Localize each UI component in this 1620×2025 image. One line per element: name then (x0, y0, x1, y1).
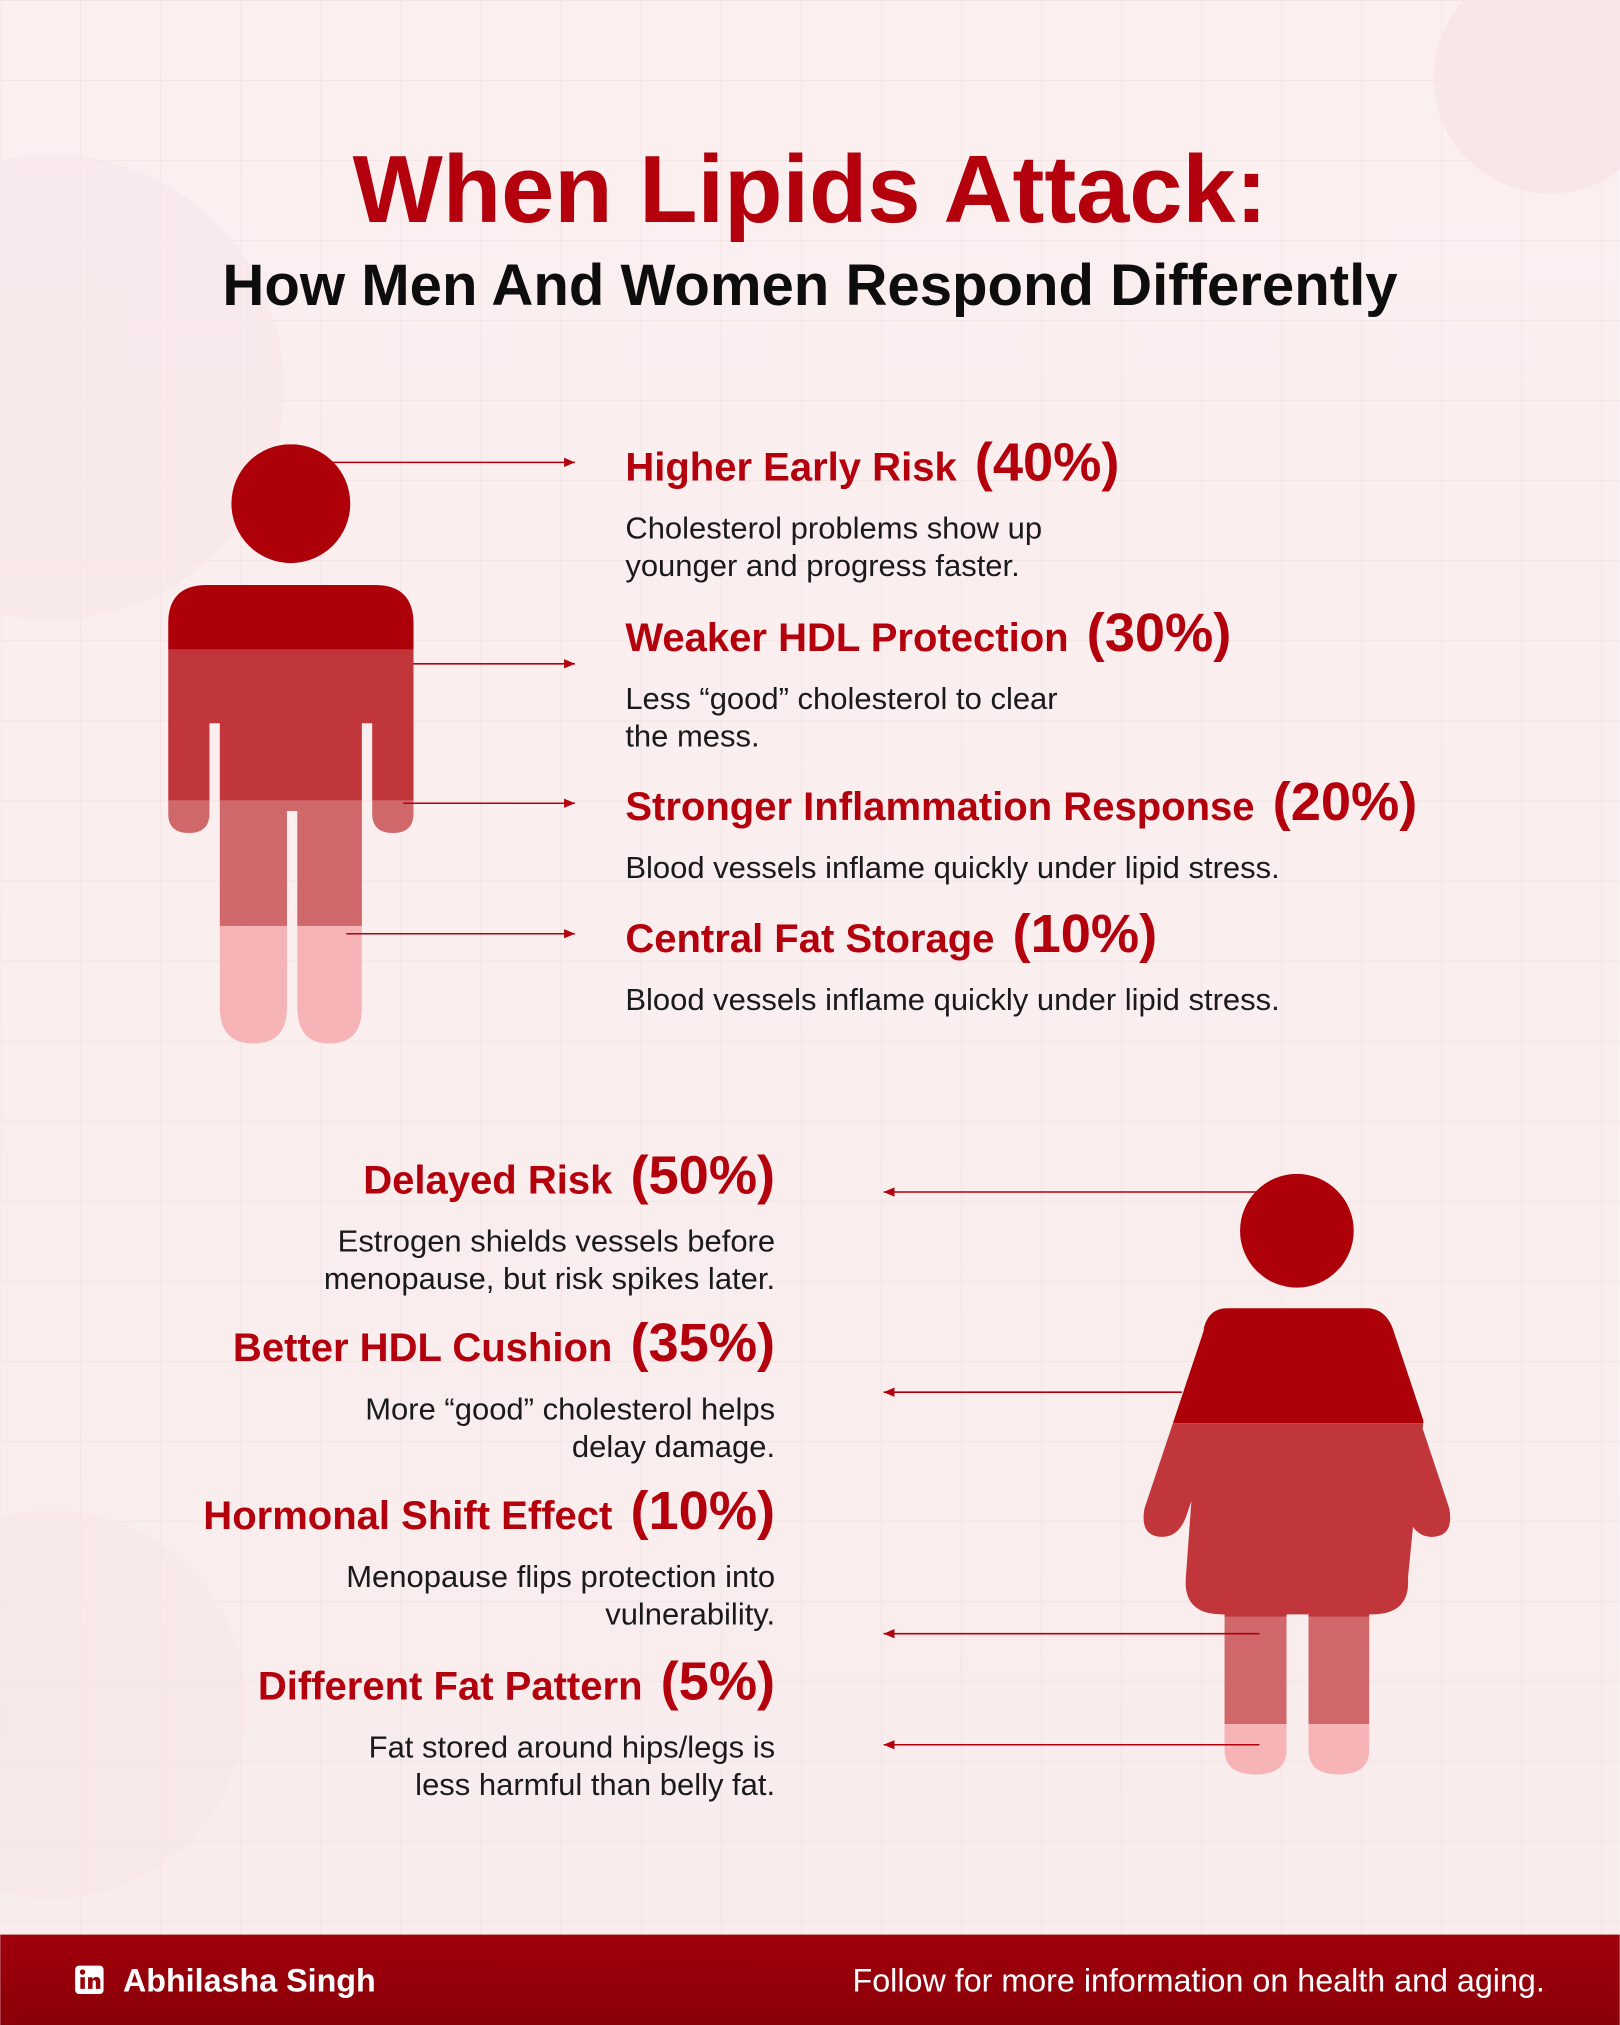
item-heading: Stronger Inflammation Response (20%) (625, 772, 1417, 832)
item-description: More “good” cholesterol helps (365, 1391, 775, 1426)
item-percent: (40%) (975, 432, 1120, 492)
linkedin-icon (75, 1965, 104, 1995)
item-heading: Hormonal Shift Effect (10%) (203, 1481, 775, 1541)
item-description: Estrogen shields vessels before (338, 1223, 775, 1258)
items: Higher Early Risk (40%) Cholesterol proble… (203, 432, 1417, 1802)
item-description: Menopause flips protection into (346, 1559, 775, 1594)
item-label: Weaker HDL Protection (625, 616, 1068, 660)
item-label: Hormonal Shift Effect (203, 1494, 612, 1538)
item-heading: Delayed Risk (50%) (363, 1145, 775, 1205)
item-percent: (10%) (630, 1481, 775, 1541)
item-percent: (10%) (1013, 904, 1158, 964)
item-percent: (50%) (630, 1145, 775, 1205)
item-label: Central Fat Storage (625, 917, 994, 961)
item-heading: Weaker HDL Protection (30%) (625, 603, 1231, 663)
item-description: Less “good” cholesterol to clear (625, 681, 1057, 716)
item-label: Better HDL Cushion (233, 1326, 612, 1370)
item-percent: (5%) (661, 1652, 776, 1712)
item-description: Cholesterol problems show up (625, 511, 1042, 546)
footer-bar (0, 1934, 1620, 2025)
item-description: less harmful than belly fat. (415, 1767, 775, 1802)
decor-circle (0, 155, 285, 620)
subtitle: How Men And Women Respond Differently (222, 253, 1397, 318)
decor-circle (1433, 0, 1620, 194)
item-heading: Central Fat Storage (10%) (625, 904, 1157, 964)
item-percent: (35%) (630, 1313, 775, 1373)
item-description: menopause, but risk spikes later. (324, 1261, 775, 1296)
item-label: Higher Early Risk (625, 445, 957, 489)
item-label: Different Fat Pattern (258, 1665, 643, 1709)
decor-circle (0, 1511, 246, 1899)
item-heading: Better HDL Cushion (35%) (233, 1313, 775, 1373)
item-heading: Different Fat Pattern (5%) (258, 1652, 775, 1712)
item-description: delay damage. (572, 1429, 775, 1464)
item-label: Stronger Inflammation Response (625, 785, 1254, 829)
title: When Lipids Attack: (353, 136, 1268, 243)
woman-connectors (883, 1187, 1260, 1750)
item-description: the mess. (625, 718, 759, 753)
item-description: Fat stored around hips/legs is (369, 1730, 775, 1765)
item-description: younger and progress faster. (625, 548, 1019, 583)
item-label: Delayed Risk (363, 1158, 613, 1202)
item-description: Blood vessels inflame quickly under lipi… (625, 850, 1279, 885)
man-connectors (329, 457, 575, 939)
item-percent: (30%) (1087, 603, 1232, 663)
author: Abhilasha Singh (123, 1962, 376, 1998)
item-percent: (20%) (1273, 772, 1418, 832)
item-heading: Higher Early Risk (40%) (625, 432, 1119, 492)
item-description: Blood vessels inflame quickly under lipi… (625, 982, 1279, 1017)
item-description: vulnerability. (605, 1597, 775, 1632)
tagline: Follow for more information on health an… (853, 1962, 1545, 1998)
